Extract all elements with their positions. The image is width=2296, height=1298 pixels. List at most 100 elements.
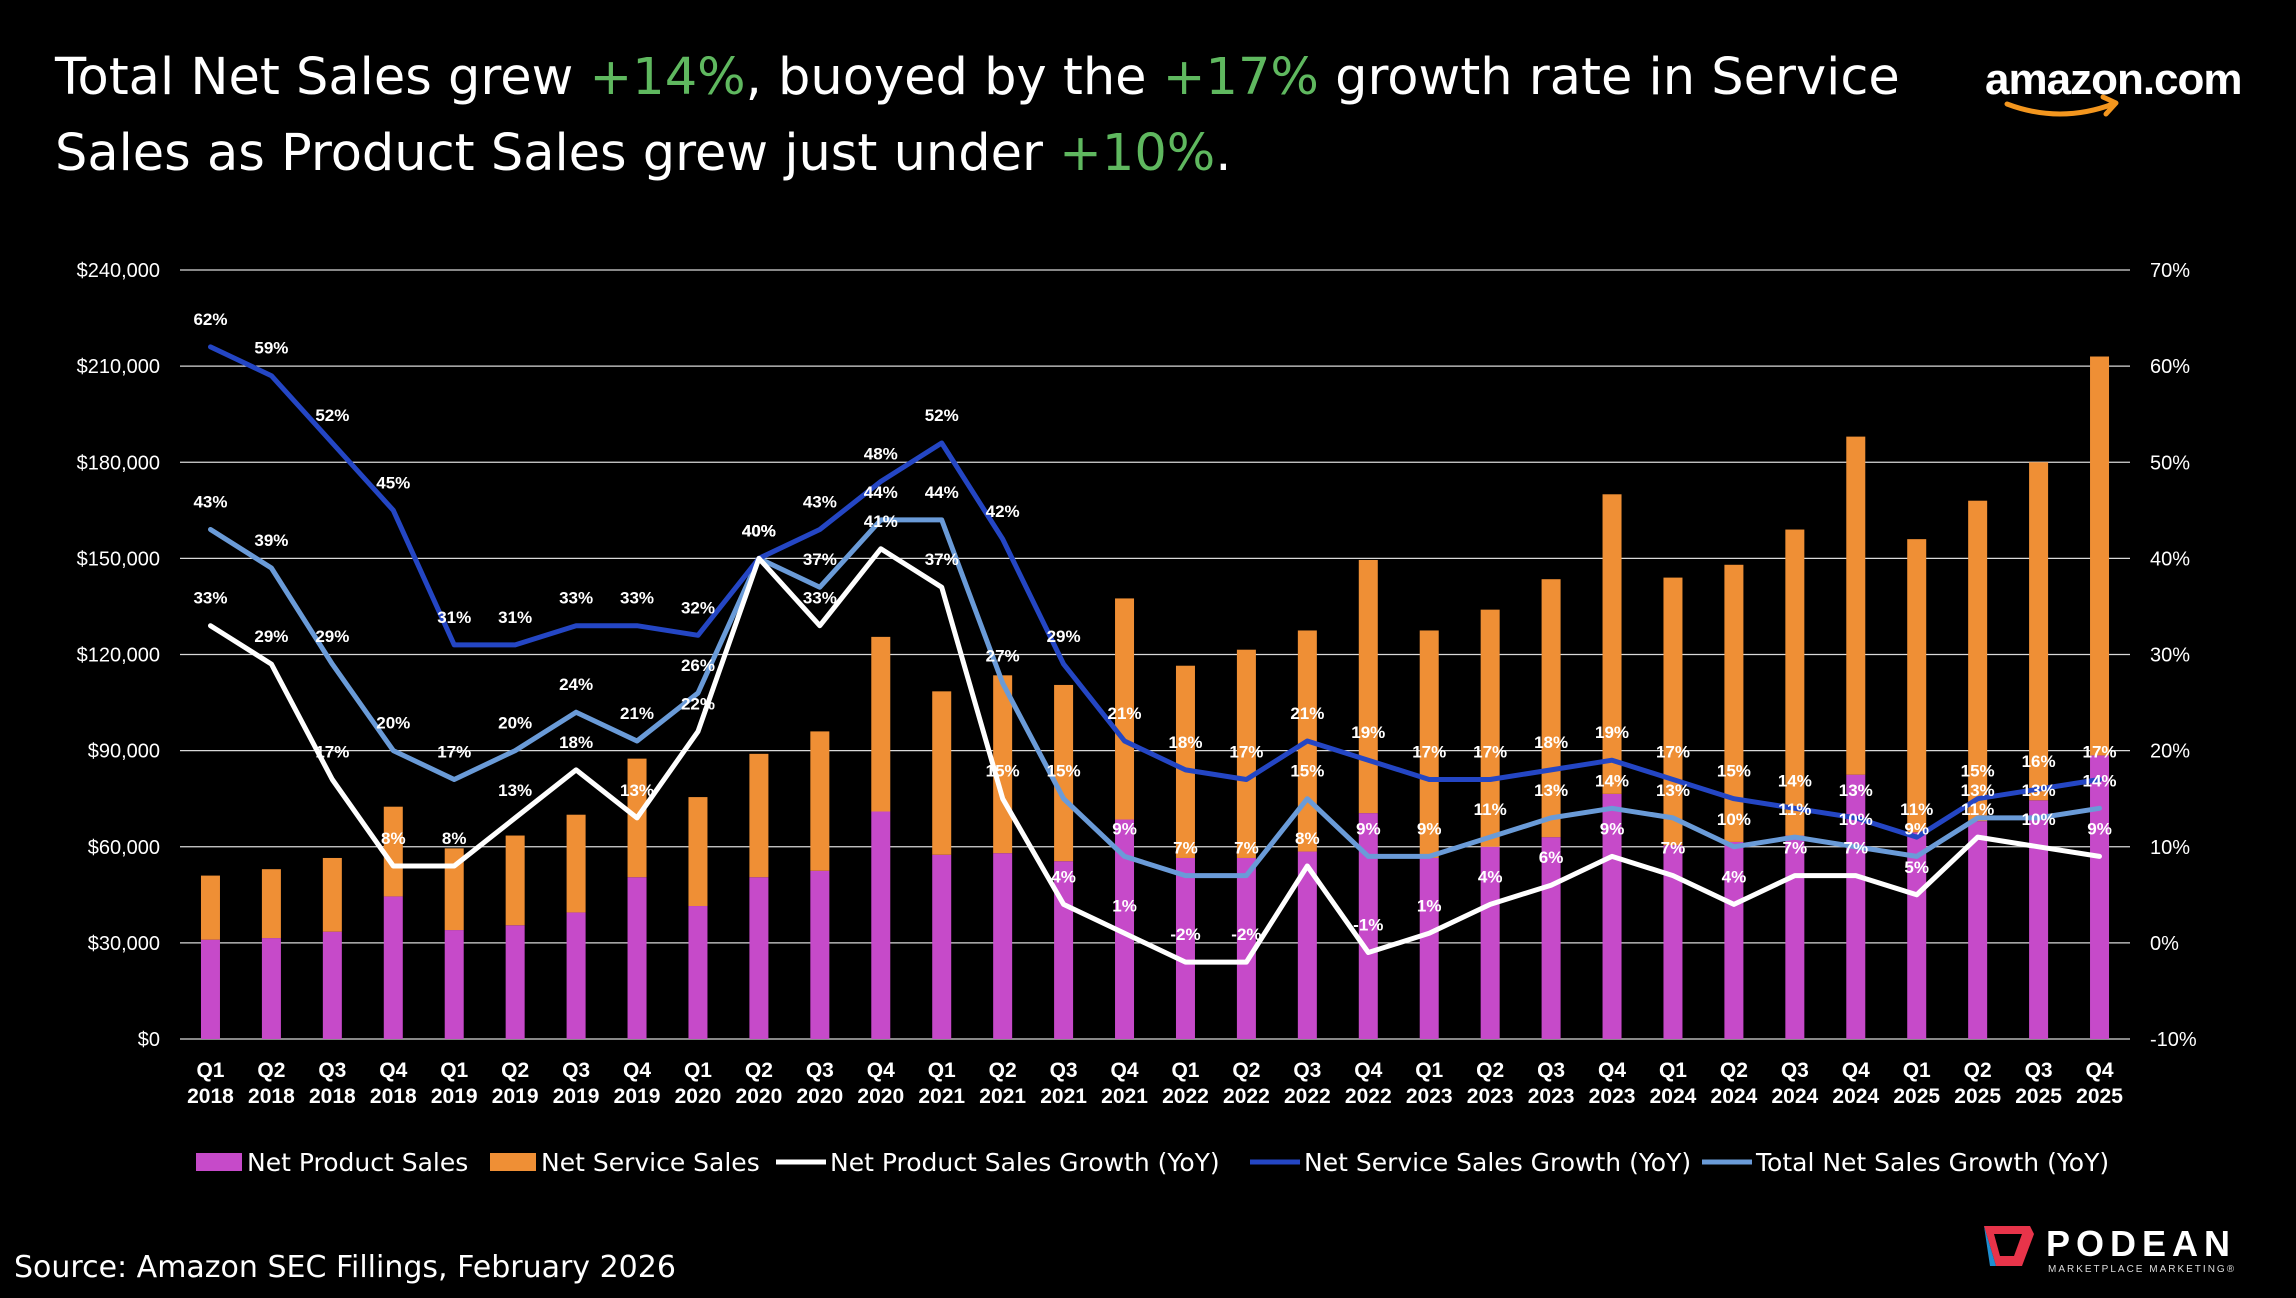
service-growth-data-label: 33%: [559, 589, 593, 608]
y2-tick-label: 20%: [2150, 741, 2190, 763]
legend-net-service-sales: Net Service Sales: [541, 1148, 760, 1177]
y-tick-label: $210,000: [77, 356, 160, 378]
service-sales-bar: [200, 875, 220, 940]
total-growth-data-label: 17%: [437, 742, 471, 761]
product-sales-bar: [383, 896, 403, 1039]
product-sales-bar: [1785, 835, 1805, 1039]
x-tick-label: Q1 2025: [1893, 1059, 1940, 1108]
y2-tick-label: 0%: [2150, 933, 2179, 955]
x-tick-label: Q1 2018: [187, 1059, 234, 1108]
product-growth-data-label: 13%: [620, 781, 654, 800]
service-sales-bar: [932, 691, 952, 855]
x-tick-label: Q4 2024: [1832, 1059, 1879, 1108]
service-sales-bar: [688, 797, 708, 907]
product-growth-data-label: 4%: [1478, 867, 1503, 886]
x-tick-label: Q2 2025: [1954, 1059, 2001, 1108]
service-sales-bar: [1358, 559, 1378, 814]
service-sales-bar: [1175, 665, 1195, 858]
product-sales-bar: [1724, 841, 1744, 1039]
service-sales-bar: [1663, 577, 1683, 846]
product-sales-bar: [1297, 851, 1317, 1039]
product-sales-bar: [566, 912, 586, 1039]
product-growth-data-label: 5%: [1904, 858, 1929, 877]
total-growth-data-label: 9%: [1417, 819, 1442, 838]
x-tick-label: Q3 2019: [553, 1059, 600, 1108]
x-tick-label: Q4 2025: [2076, 1059, 2123, 1108]
service-growth-data-label: 52%: [925, 406, 959, 425]
y-tick-label: $120,000: [77, 645, 160, 667]
product-growth-data-label: 8%: [381, 829, 406, 848]
service-growth-data-label: 11%: [1900, 800, 1933, 819]
service-sales-bar: [566, 814, 586, 913]
podean-name: PODEAN: [2046, 1223, 2236, 1264]
total-growth-data-label: 13%: [2022, 781, 2056, 800]
product-growth-data-label: 7%: [1843, 839, 1868, 858]
service-growth-data-label: 29%: [1047, 627, 1081, 646]
product-sales-bar: [871, 811, 891, 1039]
total-growth-data-label: 40%: [742, 521, 776, 540]
x-tick-label: Q1 2020: [675, 1059, 722, 1108]
headline-text: , buoyed by the: [745, 48, 1163, 107]
product-growth-line: [208, 546, 2102, 965]
service-sales-bar: [1724, 564, 1744, 842]
total-growth-data-label: 44%: [864, 483, 898, 502]
product-growth-data-label: 8%: [1295, 829, 1320, 848]
service-sales-bar: [1785, 529, 1805, 836]
product-sales-bar: [261, 938, 281, 1039]
total-growth-data-label: 7%: [1173, 839, 1198, 858]
legend-total-growth: Total Net Sales Growth (YoY): [1755, 1148, 2109, 1177]
product-sales-bar: [2029, 800, 2049, 1039]
legend-product-growth: Net Product Sales Growth (YoY): [830, 1148, 1220, 1177]
y-tick-label: $90,000: [88, 741, 160, 763]
service-growth-data-label: 17%: [1229, 742, 1263, 761]
service-sales-bar: [1602, 494, 1622, 794]
total-growth-data-label: 11%: [1474, 800, 1507, 819]
service-sales-bar: [505, 835, 525, 926]
service-growth-data-label: 40%: [742, 521, 776, 540]
product-sales-bar: [1968, 821, 1988, 1039]
y2-tick-label: 70%: [2150, 260, 2190, 282]
y2-tick-label: 50%: [2150, 452, 2190, 474]
y2-tick-label: 30%: [2150, 645, 2190, 667]
legend-net-product-sales: Net Product Sales: [247, 1148, 468, 1177]
service-growth-data-label: 62%: [193, 310, 227, 329]
service-growth-data-label: 33%: [620, 589, 654, 608]
service-growth-data-label: 48%: [864, 444, 898, 463]
total-growth-data-label: 37%: [803, 550, 837, 569]
service-sales-bar: [871, 636, 891, 812]
total-growth-data-label: 14%: [2083, 771, 2117, 790]
service-growth-data-label: 13%: [1839, 781, 1873, 800]
total-growth-data-label: 15%: [1047, 762, 1081, 781]
service-growth-data-label: 17%: [1412, 742, 1446, 761]
x-tick-label: Q2 2018: [248, 1059, 295, 1108]
y2-tick-label: 40%: [2150, 548, 2190, 570]
service-sales-bar: [1054, 684, 1074, 862]
product-growth-data-label: 33%: [803, 589, 837, 608]
total-growth-data-label: 39%: [254, 531, 288, 550]
service-growth-data-label: 31%: [498, 608, 532, 627]
x-tick-label: Q2 2024: [1711, 1059, 1758, 1108]
x-tick-label: Q4 2022: [1345, 1059, 1392, 1108]
product-growth-data-label: 18%: [559, 733, 593, 752]
product-growth-data-label: 1%: [1417, 896, 1442, 915]
service-growth-data-label: 15%: [1961, 762, 1995, 781]
service-sales-bar: [261, 869, 281, 939]
y-tick-label: $30,000: [88, 933, 160, 955]
legend-service-growth: Net Service Sales Growth (YoY): [1304, 1148, 1691, 1177]
service-sales-bar: [2090, 356, 2110, 756]
total-growth-data-label: 43%: [193, 493, 227, 512]
headline-text: growth rate in Service Sales as Product …: [55, 48, 1900, 183]
podean-logo-icon: [1984, 1226, 2034, 1266]
total-growth-data-label: 20%: [498, 714, 532, 733]
service-growth-data-label: 17%: [2083, 742, 2117, 761]
total-growth-data-label: 20%: [376, 714, 410, 733]
service-growth-data-label: 43%: [803, 493, 837, 512]
service-growth-data-label: 18%: [1168, 733, 1202, 752]
product-sales-bar: [200, 939, 220, 1039]
service-growth-data-label: 21%: [1290, 704, 1324, 723]
amazon-smile-arrow-icon: [2004, 101, 2116, 117]
amazon-logo-text: amazon.com: [1985, 55, 2242, 104]
total-growth-data-label: 10%: [1717, 810, 1751, 829]
x-tick-label: Q1 2024: [1650, 1059, 1697, 1108]
service-sales-bar: [1236, 649, 1256, 858]
